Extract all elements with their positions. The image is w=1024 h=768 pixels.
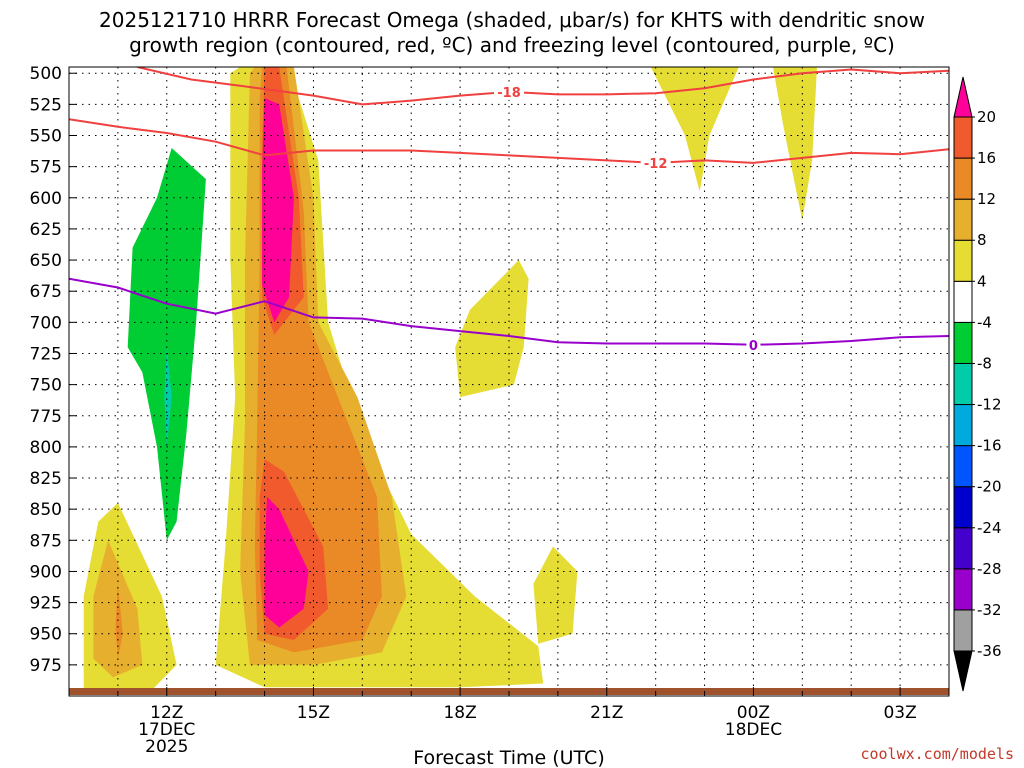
colorbar-bin--4 — [953, 280, 973, 323]
grid-layer — [69, 67, 949, 696]
y-tick-label-950: 950 — [30, 625, 62, 645]
colorbar-bin--36 — [953, 609, 973, 652]
shaded-downdraft-low-right--4 — [890, 469, 925, 572]
colorbar-bin-16 — [953, 116, 973, 159]
chart-title-line-2: growth region (contoured, red, ºC) and f… — [129, 33, 895, 57]
y-tick-label-675: 675 — [30, 282, 62, 302]
omega-shading-layer — [83, 67, 925, 690]
y-tick-label-500: 500 — [30, 64, 62, 84]
y-tick-label-925: 925 — [30, 594, 62, 614]
colorbar-label--4: -4 — [977, 313, 992, 331]
dendritic-upper-contour-label: -18 — [497, 86, 521, 101]
colorbar-bin--24 — [953, 486, 973, 529]
y-tick-label-900: 900 — [30, 562, 62, 582]
y-tick-label-725: 725 — [30, 344, 62, 364]
y-tick-label-975: 975 — [30, 656, 62, 676]
shaded-downdraft-left-column--8 — [127, 148, 206, 541]
colorbar-label-20: 20 — [977, 108, 996, 126]
colorbar-bin-8 — [953, 198, 973, 241]
colorbar-label-16: 16 — [977, 149, 996, 167]
freezing-level-contour — [69, 277, 949, 346]
shaded-updraft-column-lower-20 — [264, 496, 309, 628]
shaded-downdraft-left-column--12 — [164, 347, 172, 447]
shaded-downdraft-upper-center--4 — [357, 67, 426, 223]
shaded-updraft-upper-right-b-4 — [773, 67, 817, 221]
shaded-updraft-low-blob-4 — [533, 546, 578, 644]
colorbar-bin-12 — [953, 157, 973, 200]
colorbar-label--12: -12 — [977, 396, 1002, 414]
colorbar-bin--16 — [953, 404, 973, 447]
contour-layer: -18 -12 0 — [69, 67, 949, 354]
freezing-level-contour-label-bg — [746, 336, 761, 353]
dendritic-upper-contour-label-bg — [494, 83, 524, 100]
dendritic-upper-contour — [137, 67, 949, 106]
x-tick-label-21-0: 21Z — [590, 703, 623, 723]
freezing-level-contour-label: 0 — [749, 339, 758, 354]
y-tick-label-875: 875 — [30, 531, 62, 551]
colorbar-label--20: -20 — [977, 478, 1002, 496]
colorbar-bin--20 — [953, 445, 973, 488]
colorbar-bin--28 — [953, 527, 973, 570]
y-tick-label-575: 575 — [30, 158, 62, 178]
colorbar: -36 -32 -28 -24 -20 -16 -12 -8 -4 4 8 12 16 20 — [953, 76, 1002, 692]
colorbar-label--28: -28 — [977, 560, 1002, 578]
colorbar-bin--8 — [953, 321, 973, 364]
y-tick-label-850: 850 — [30, 500, 62, 520]
y-tick-label-750: 750 — [30, 376, 62, 396]
dendritic-lower-contour — [69, 118, 949, 164]
y-tick-label-525: 525 — [30, 95, 62, 115]
y-tick-label-825: 825 — [30, 469, 62, 489]
x-tick-label-18-0: 18Z — [443, 703, 476, 723]
colorbar-label--36: -36 — [977, 642, 1002, 660]
colorbar-bin-4 — [953, 239, 973, 282]
colorbar-bin--12 — [953, 362, 973, 406]
colorbar-label-8: 8 — [977, 231, 987, 249]
shaded-updraft-mid-blob-4 — [455, 260, 529, 398]
x-axis-label: Forecast Time (UTC) — [413, 747, 604, 768]
y-tick-label-600: 600 — [30, 189, 62, 209]
credit-text: coolwx.com/models — [860, 745, 1014, 763]
colorbar-label--32: -32 — [977, 601, 1002, 619]
colorbar-label--16: -16 — [977, 437, 1002, 455]
y-tick-label-800: 800 — [30, 438, 62, 458]
x-tick-label-12-2: 2025 — [145, 737, 188, 757]
colorbar-label--8: -8 — [977, 354, 992, 372]
colorbar-bin--32 — [953, 568, 973, 611]
y-tick-label-550: 550 — [30, 127, 62, 147]
y-tick-label-775: 775 — [30, 407, 62, 427]
colorbar-label-12: 12 — [977, 190, 996, 208]
shaded-downdraft-mid-center--4 — [543, 359, 573, 475]
y-axis: 500 525 550 575 600 625 650 675 700 725 750 775 800 8… — [30, 64, 77, 676]
colorbar-extend-low — [953, 650, 973, 692]
y-tick-label-625: 625 — [30, 220, 62, 240]
shaded-updraft-upper-right-a-4 — [650, 67, 739, 192]
colorbar-label--24: -24 — [977, 519, 1002, 537]
x-tick-label-24-1: 18DEC — [725, 720, 782, 740]
x-tick-label-15-0: 15Z — [297, 703, 330, 723]
x-tick-label-12-0: 12Z — [150, 703, 183, 723]
x-tick-label-12-1: 17DEC — [138, 720, 195, 740]
shaded-updraft-low-left-12 — [115, 583, 123, 659]
dendritic-lower-contour-label-bg — [640, 154, 671, 171]
x-tick-label-24-0: 00Z — [737, 703, 770, 723]
dendritic-lower-contour-label: -12 — [644, 157, 668, 172]
y-tick-label-700: 700 — [30, 313, 62, 333]
x-tick-label-27-0: 03Z — [883, 703, 916, 723]
colorbar-label-4: 4 — [977, 272, 987, 290]
chart-title-line-1: 2025121710 HRRR Forecast Omega (shaded, … — [99, 8, 925, 32]
colorbar-extend-high — [953, 76, 973, 118]
y-tick-label-650: 650 — [30, 251, 62, 271]
